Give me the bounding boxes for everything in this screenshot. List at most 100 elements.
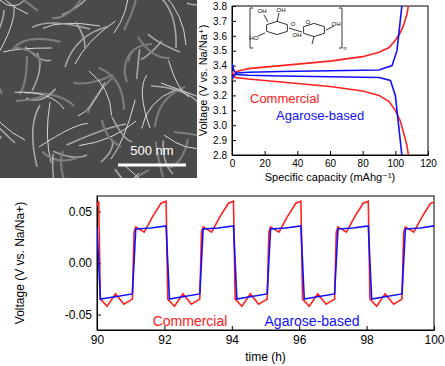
x-tick: 100: [424, 326, 444, 347]
x-tick-mark: [434, 326, 435, 330]
sem-fiber: [101, 140, 113, 162]
y-tick-label: 3.6: [213, 31, 227, 42]
y-tick-mark: [232, 51, 236, 52]
sem-fiber: [78, 82, 105, 116]
y-tick: 0.00: [69, 256, 101, 270]
sem-fiber: [151, 86, 197, 112]
sem-fiber: [112, 117, 132, 142]
structure-label: O: [306, 19, 311, 25]
x-tick-label: 60: [325, 158, 337, 169]
x-axis-line: [98, 330, 435, 331]
x-tick: 96: [293, 326, 307, 347]
x-tick: 98: [360, 326, 374, 347]
x-tick-mark: [363, 151, 364, 155]
y-tick: 3.2: [213, 90, 236, 101]
structure-ring: [304, 23, 325, 36]
plot-frame: [232, 6, 428, 155]
figure: 500 nm0204060801001202.82.93.03.13.23.33…: [0, 0, 445, 366]
sem-fiber: [187, 3, 197, 5]
y-tick-label: -0.05: [65, 308, 93, 322]
sem-fiber: [0, 7, 14, 60]
series-label: Commercial: [250, 91, 319, 106]
x-tick: 40: [292, 151, 304, 169]
y-tick-label: 3.4: [213, 60, 227, 71]
structure-label: HO: [250, 35, 259, 41]
y-tick: 0.05: [69, 205, 101, 219]
sem-fiber: [47, 102, 51, 163]
x-tick-mark: [330, 151, 331, 155]
sem-fiber: [142, 75, 150, 128]
sem-fiber: [102, 120, 121, 147]
x-tick-label: 100: [387, 158, 404, 169]
y-tick-mark: [232, 36, 236, 37]
x-tick-label: 98: [360, 333, 374, 347]
y-tick-mark: [97, 315, 101, 316]
sem-fiber: [0, 136, 1, 165]
y-tick: 3.7: [213, 16, 236, 27]
x-tick-label: 96: [293, 333, 307, 347]
x-tick: 120: [420, 151, 437, 169]
y-tick-label: 3.3: [213, 75, 227, 86]
series-label: Agarose-based: [276, 108, 364, 123]
y-tick-label: 3.1: [213, 105, 227, 116]
sem-fiber: [53, 154, 58, 178]
sem-fiber: [61, 151, 70, 178]
sem-image: 500 nm: [0, 0, 217, 209]
y-tick-label: 3.7: [213, 16, 227, 27]
sem-fiber: [15, 47, 41, 63]
sem-fiber: [124, 0, 137, 30]
sem-fiber: [155, 0, 176, 48]
x-tick-label: 90: [91, 333, 105, 347]
y-tick-label: 3.0: [213, 120, 227, 131]
y-tick-label: 3.8: [213, 1, 227, 12]
x-tick-mark: [232, 326, 233, 330]
structure-label: OH: [258, 8, 267, 14]
x-tick: 94: [226, 326, 240, 347]
sem-fiber: [65, 26, 109, 67]
x-tick: 92: [158, 326, 172, 347]
y-tick-label: 3.5: [213, 45, 227, 56]
sem-fiber: [33, 105, 40, 167]
y-tick: 3.5: [213, 45, 236, 56]
series-labels: Commercial Agarose-based: [250, 91, 364, 123]
structure-label: O: [291, 21, 296, 27]
sem-fiber: [53, 151, 87, 157]
x-tick-mark: [367, 326, 368, 330]
x-tick-mark: [428, 151, 429, 155]
structure-label: OH: [332, 21, 341, 27]
sem-fiber: [169, 60, 189, 97]
y-tick-label: 0.00: [69, 256, 93, 270]
structure-bonds: [258, 13, 334, 44]
x-tick-mark: [395, 151, 396, 155]
x-tick-label: 80: [358, 158, 370, 169]
y-axis-title: Voltage (V vs. Na/Na⁺): [197, 25, 209, 137]
sem-fiber: [0, 95, 15, 143]
x-axis: 90 92 94 96 98 100: [91, 326, 445, 347]
x-axis: 020406080100120: [230, 151, 438, 169]
y-axis: -0.05 0.00 0.05: [65, 197, 101, 331]
x-tick-label: 40: [292, 158, 304, 169]
y-tick-label: 2.8: [213, 150, 227, 161]
series-line: [232, 6, 402, 155]
sem-fiber: [43, 152, 77, 161]
y-tick-mark: [232, 6, 236, 7]
x-tick: 80: [358, 151, 370, 169]
y-tick-mark: [232, 125, 236, 126]
sem-fiber: [137, 49, 140, 79]
sem-fiber: [39, 124, 88, 147]
sem-fiber: [67, 124, 126, 145]
x-tick-label: 100: [424, 333, 444, 347]
chart: 0204060801001202.82.93.03.13.23.33.43.53…: [197, 1, 437, 183]
y-tick: 2.8: [213, 150, 236, 161]
sem-fiber: [16, 94, 47, 101]
sem-fiber: [32, 23, 90, 29]
y-tick-mark: [232, 21, 236, 22]
sem-fiber: [88, 78, 112, 113]
x-tick-mark: [297, 151, 298, 155]
plot-area: [232, 6, 408, 155]
series-line: [232, 6, 408, 155]
x-tick-label: 0: [230, 158, 236, 169]
y-tick: 3.8: [213, 1, 236, 12]
sem-fiber: [0, 60, 2, 94]
sem-fiber: [174, 132, 197, 141]
